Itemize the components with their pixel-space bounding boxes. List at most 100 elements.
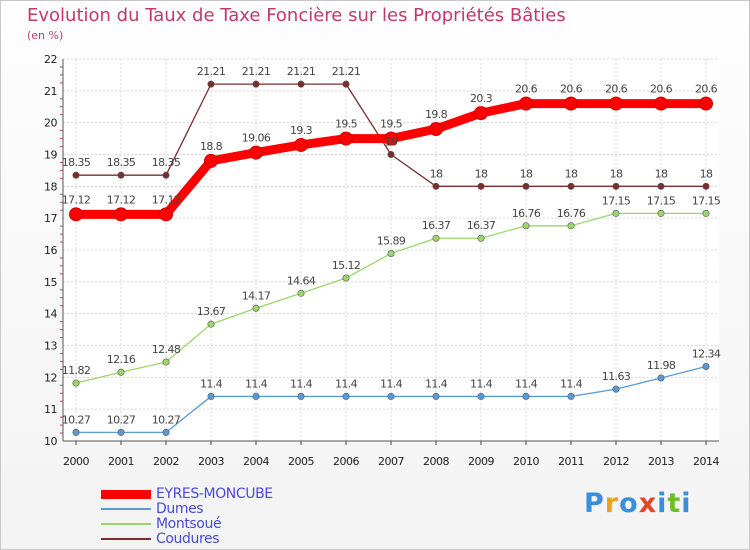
data-point	[204, 153, 218, 168]
y-tick-label: 17	[44, 212, 57, 225]
data-label: 18	[565, 167, 578, 180]
data-point	[117, 171, 125, 179]
data-label: 21.21	[197, 65, 226, 78]
data-point	[567, 182, 575, 190]
logo-letter: P	[584, 488, 605, 519]
legend-swatch	[101, 508, 151, 510]
legend-label: Coudures	[156, 531, 220, 547]
data-point	[297, 80, 305, 88]
data-point	[72, 379, 80, 387]
logo-letter: x	[638, 488, 658, 519]
data-point	[114, 207, 128, 222]
y-tick-label: 21	[44, 85, 57, 98]
x-tick-label: 2001	[108, 455, 134, 468]
data-point	[429, 122, 443, 137]
y-tick-label: 12	[44, 371, 57, 384]
data-label: 16.76	[557, 207, 586, 220]
legend-label: EYRES-MONCUBE	[156, 486, 273, 502]
data-label: 20.6	[560, 83, 583, 96]
data-label: 20.6	[650, 83, 673, 96]
x-tick-label: 2009	[468, 455, 494, 468]
data-label: 11.4	[245, 377, 268, 390]
x-tick-label: 2010	[513, 455, 539, 468]
data-point	[612, 182, 620, 190]
data-label: 18	[610, 167, 623, 180]
data-point	[702, 209, 710, 217]
data-point	[477, 234, 485, 242]
y-tick-label: 15	[44, 276, 57, 289]
data-label: 19.5	[380, 118, 403, 131]
y-tick-label: 16	[44, 244, 57, 257]
data-point	[387, 392, 395, 400]
data-label: 20.6	[605, 83, 628, 96]
data-label: 18.8	[200, 140, 223, 153]
data-point	[432, 182, 440, 190]
x-tick-label: 2004	[243, 455, 269, 468]
logo-letter: i	[681, 488, 692, 519]
data-label: 19.5	[335, 118, 358, 131]
chart-title: Evolution du Taux de Taxe Foncière sur l…	[27, 5, 566, 26]
data-label: 14.64	[287, 274, 316, 287]
data-point	[207, 320, 215, 328]
data-point	[72, 171, 80, 179]
x-tick-label: 2014	[693, 455, 719, 468]
data-point	[612, 209, 620, 217]
data-point	[117, 428, 125, 436]
data-point	[69, 207, 83, 222]
x-tick-label: 2006	[333, 455, 359, 468]
logo-letter: r	[604, 488, 620, 519]
data-label: 19	[385, 136, 398, 149]
y-tick-label: 18	[44, 180, 57, 193]
data-label: 18	[430, 167, 443, 180]
legend-item: Montsoué	[101, 516, 361, 532]
y-tick-label: 11	[44, 403, 57, 416]
data-point	[162, 358, 170, 366]
data-point	[564, 96, 578, 111]
legend-label: Dumes	[156, 501, 204, 517]
x-tick-label: 2003	[198, 455, 224, 468]
y-axis-unit-label: (en %)	[27, 29, 64, 42]
legend-item: Dumes	[101, 501, 361, 517]
y-tick-label: 20	[44, 117, 57, 130]
data-label: 11.4	[200, 377, 223, 390]
data-label: 18.35	[62, 156, 91, 169]
data-label: 11.4	[380, 377, 403, 390]
data-label: 19.8	[425, 108, 448, 121]
legend-item: Coudures	[101, 531, 361, 547]
data-point	[612, 385, 620, 393]
data-label: 10.27	[62, 413, 91, 426]
data-point	[294, 137, 308, 152]
data-point	[384, 131, 398, 146]
logo-letter: i	[657, 488, 668, 519]
data-point	[117, 368, 125, 376]
data-label: 11.82	[62, 364, 91, 377]
data-point	[339, 131, 353, 146]
data-point	[654, 96, 668, 111]
y-tick-label: 14	[44, 308, 57, 321]
data-point	[252, 80, 260, 88]
legend-label: Montsoué	[156, 516, 222, 532]
data-label: 17.15	[647, 194, 676, 207]
legend-swatch	[101, 489, 151, 499]
x-tick-label: 2012	[603, 455, 629, 468]
data-label: 18	[655, 167, 668, 180]
data-label: 21.21	[242, 65, 271, 78]
data-label: 18	[475, 167, 488, 180]
data-point	[522, 182, 530, 190]
data-label: 17.15	[602, 194, 631, 207]
data-label: 11.63	[602, 370, 631, 383]
x-tick-label: 2011	[558, 455, 584, 468]
data-label: 21.21	[332, 65, 361, 78]
data-point	[342, 392, 350, 400]
data-label: 12.34	[692, 348, 721, 361]
data-point	[162, 171, 170, 179]
data-point	[699, 96, 713, 111]
data-point	[342, 274, 350, 282]
data-point	[657, 182, 665, 190]
data-label: 20.6	[695, 83, 718, 96]
data-point	[252, 304, 260, 312]
legend-item: EYRES-MONCUBE	[101, 486, 361, 502]
data-label: 10.27	[107, 413, 136, 426]
data-point	[432, 234, 440, 242]
